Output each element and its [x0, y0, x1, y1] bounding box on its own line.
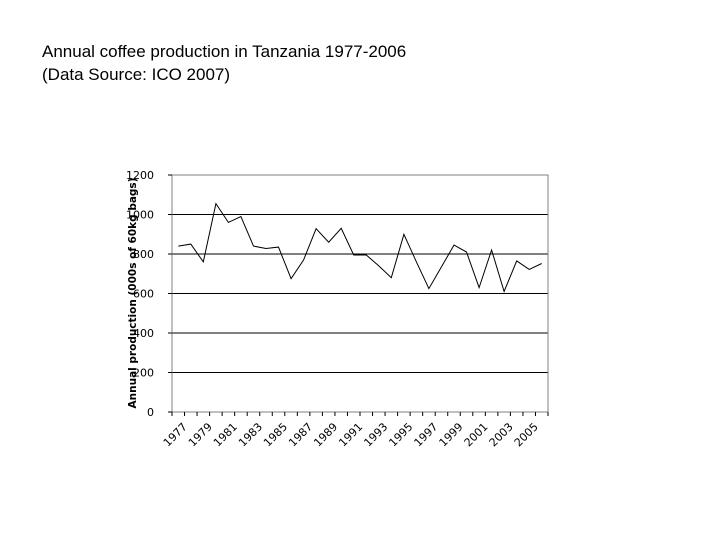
x-tick-label: 1979	[186, 420, 215, 449]
y-axis-label: Annual production (000s of 60kg bags)	[127, 178, 139, 409]
y-tick-label: 0	[147, 406, 154, 419]
x-tick-label: 2003	[487, 420, 516, 449]
y-tick-label: 600	[133, 288, 154, 301]
x-tick-label: 1997	[412, 420, 441, 449]
x-tick-label: 1993	[361, 420, 390, 449]
x-tick-label: 1981	[211, 420, 240, 449]
x-tick-label: 1995	[386, 420, 415, 449]
y-axis-ticks: 0 200 400 600 800 1000 1200	[126, 169, 172, 419]
y-tick-label: 1200	[126, 169, 154, 182]
gridlines	[172, 214, 548, 373]
chart-subtitle: (Data Source: ICO 2007)	[42, 65, 231, 84]
x-tick-label: 1983	[236, 420, 265, 449]
y-tick-label: 800	[133, 248, 154, 261]
y-tick-label: 400	[133, 327, 154, 340]
x-tick-label: 1985	[261, 420, 290, 449]
production-series-line	[178, 202, 542, 293]
x-tick-label: 1991	[336, 420, 365, 449]
x-tick-label: 1989	[311, 420, 340, 449]
x-tick-label: 2001	[462, 420, 491, 449]
chart-title: Annual coffee production in Tanzania 197…	[42, 42, 407, 61]
x-axis-ticks: 1977197919811983198519871989199119931995…	[161, 412, 549, 449]
y-tick-label: 200	[133, 367, 154, 380]
x-tick-label: 1987	[286, 420, 315, 449]
y-tick-label: 1000	[126, 209, 154, 222]
x-tick-label: 2005	[512, 420, 541, 449]
x-tick-label: 1999	[437, 420, 466, 449]
x-tick-label: 1977	[161, 420, 190, 449]
chart-title-block: Annual coffee production in Tanzania 197…	[42, 40, 406, 86]
